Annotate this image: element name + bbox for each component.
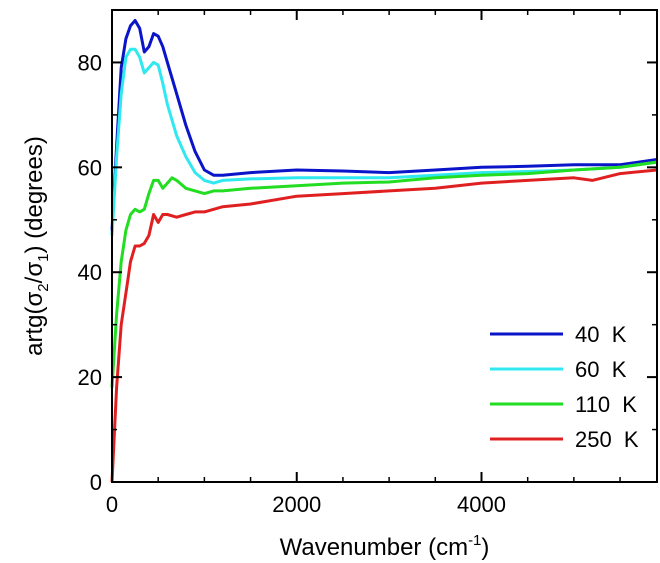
y-tick-label: 60 <box>78 155 102 180</box>
y-tick-label: 80 <box>78 50 102 75</box>
x-axis-title: Wavenumber (cm-1) <box>280 532 490 561</box>
legend-label-2: 110 K <box>575 392 637 417</box>
y-axis-title: artg(σ2/σ1) (degrees) <box>21 136 52 356</box>
y-tick-label: 20 <box>78 365 102 390</box>
x-tick-label: 4000 <box>457 492 506 517</box>
y-tick-label: 0 <box>90 470 102 495</box>
legend-label-1: 60 K <box>575 357 627 382</box>
y-tick-label: 40 <box>78 260 102 285</box>
legend-label-3: 250 K <box>575 427 639 452</box>
series-line-2 <box>112 162 657 388</box>
legend: 40 K 60 K 110 K 250 K <box>490 322 639 452</box>
series-line-1 <box>112 49 657 235</box>
x-tick-label: 0 <box>106 492 118 517</box>
series-line-0 <box>112 21 657 231</box>
x-tick-label: 2000 <box>272 492 321 517</box>
legend-label-0: 40 K <box>575 322 627 347</box>
